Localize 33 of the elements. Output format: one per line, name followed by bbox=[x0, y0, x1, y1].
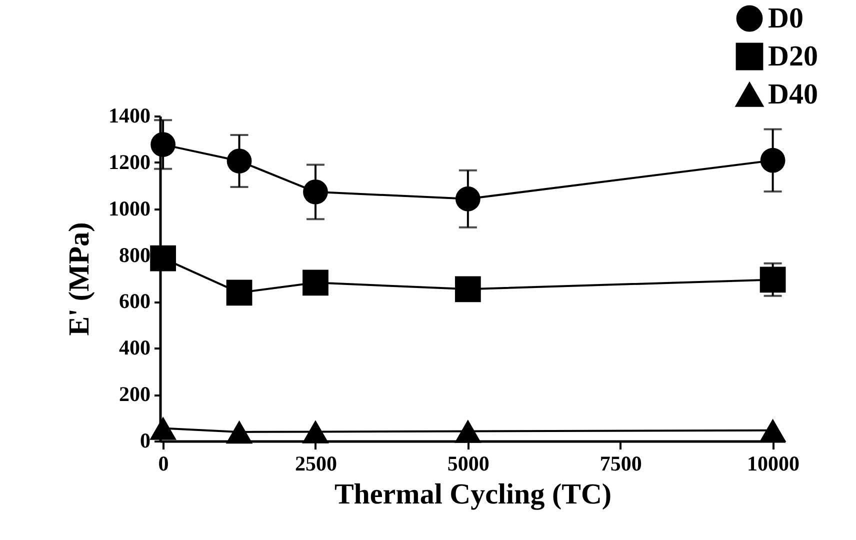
y-axis-title: E' (MPa) bbox=[64, 222, 96, 336]
point bbox=[760, 148, 786, 173]
x-tick-label: 7500 bbox=[600, 452, 642, 476]
point bbox=[454, 420, 482, 443]
point bbox=[150, 132, 176, 157]
point bbox=[150, 245, 176, 272]
point bbox=[150, 416, 176, 440]
y-tick-label: 1000 bbox=[108, 196, 150, 220]
point bbox=[759, 418, 786, 442]
point bbox=[760, 266, 786, 293]
legend-label: D0 bbox=[768, 2, 804, 34]
x-axis-title: Thermal Cycling (TC) bbox=[334, 478, 612, 510]
point bbox=[302, 270, 328, 296]
x-tick-label: 10000 bbox=[747, 452, 800, 476]
point bbox=[454, 276, 481, 302]
x-tick-label: 5000 bbox=[447, 452, 490, 476]
point bbox=[226, 420, 253, 444]
y-tick-label: 800 bbox=[119, 242, 150, 267]
point bbox=[226, 280, 252, 306]
x-tick-label: 0 bbox=[158, 452, 169, 476]
y-tick-label: 600 bbox=[119, 289, 150, 314]
point bbox=[226, 148, 252, 174]
point bbox=[455, 186, 480, 212]
x-tick-label: 2500 bbox=[294, 452, 337, 476]
y-tick-label: 200 bbox=[119, 382, 150, 406]
y-tick-label: 400 bbox=[119, 336, 150, 360]
y-tick-label: 0 bbox=[140, 428, 150, 452]
point bbox=[303, 179, 328, 204]
legend-label: D40 bbox=[768, 78, 818, 110]
y-tick-label: 1200 bbox=[108, 150, 150, 174]
point bbox=[302, 420, 329, 444]
legend-label: D20 bbox=[768, 40, 818, 72]
y-tick-label: 1400 bbox=[108, 104, 150, 128]
